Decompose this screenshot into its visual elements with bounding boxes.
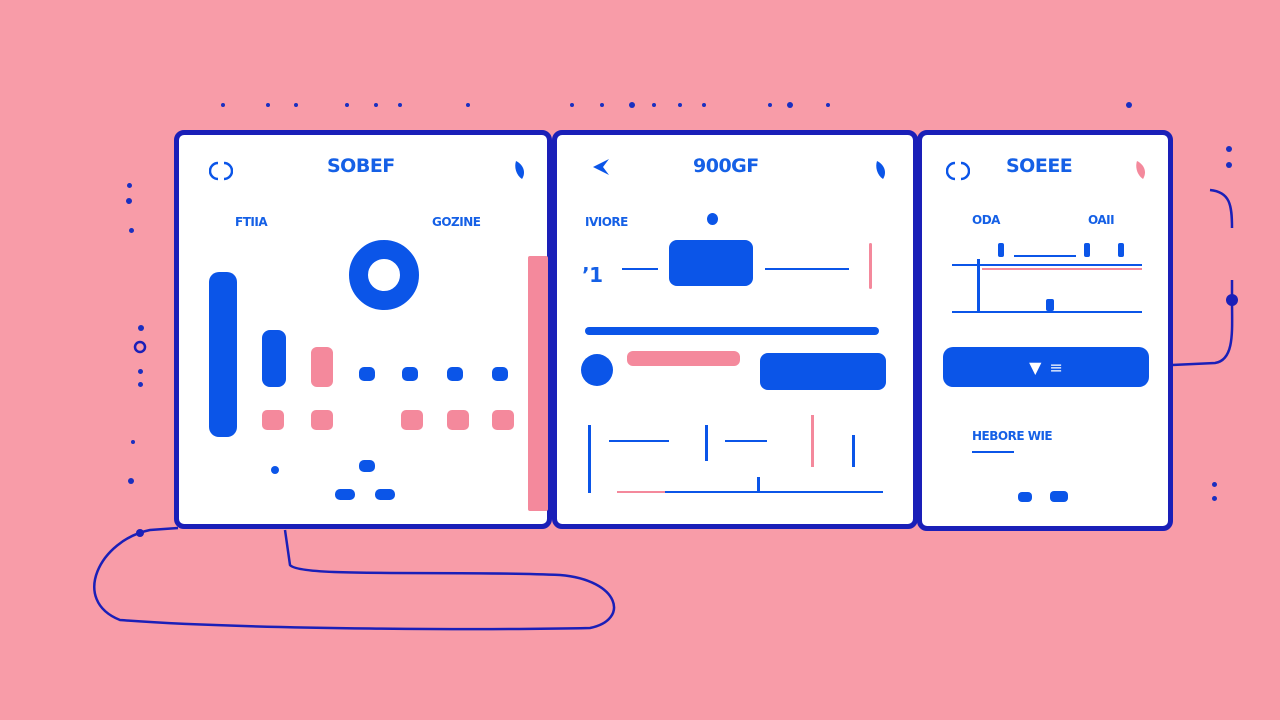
refresh-icon[interactable] [209, 159, 233, 183]
line [609, 440, 669, 442]
fader[interactable] [998, 243, 1004, 257]
line [725, 440, 767, 442]
button-dot[interactable] [492, 367, 508, 381]
button-dot[interactable] [359, 367, 375, 381]
pad[interactable] [311, 410, 333, 430]
panel-title: 900GF [693, 155, 759, 177]
pad[interactable] [262, 410, 284, 430]
button-dot[interactable] [1018, 492, 1032, 502]
timeline-pink [617, 491, 665, 493]
dot [271, 466, 279, 474]
underline [972, 451, 1014, 453]
drop-icon[interactable] [1133, 159, 1149, 181]
label-gozine: GOZINE [432, 215, 481, 229]
fader[interactable] [1046, 299, 1054, 311]
refresh-icon[interactable] [946, 159, 970, 183]
level-marker [869, 243, 872, 289]
label-hebore-wie: HEBORE WIE [972, 429, 1053, 443]
button-dot[interactable] [447, 367, 463, 381]
track-line [852, 435, 855, 467]
pink-field[interactable] [627, 351, 740, 366]
level-bar[interactable] [311, 347, 333, 387]
label-oda: ODA [972, 213, 1000, 227]
action-button[interactable] [760, 353, 886, 390]
button-dot[interactable] [359, 460, 375, 472]
line-pink [982, 268, 1142, 270]
tick [757, 477, 760, 491]
fader[interactable] [1084, 243, 1090, 257]
chevron-down-icon: ▼ [1029, 357, 1042, 377]
track-line [705, 425, 708, 461]
button-dot[interactable] [335, 489, 355, 500]
label-ftiia: FTIIA [235, 215, 268, 229]
button-dot[interactable] [375, 489, 395, 500]
primary-button[interactable] [669, 240, 753, 286]
indicator-dot [707, 213, 718, 225]
glyph-mark: ’1 [582, 263, 603, 287]
track-line [588, 425, 591, 493]
pad[interactable] [401, 410, 423, 430]
panel-2: 900GF IVIORE ’1 [552, 130, 918, 529]
side-slider[interactable] [528, 256, 548, 511]
level-bar[interactable] [262, 330, 286, 387]
drop-icon[interactable] [873, 159, 889, 181]
fader[interactable] [1118, 243, 1124, 257]
menu-icon: ≡ [1049, 357, 1063, 377]
timeline [665, 491, 883, 493]
level-marker [811, 415, 814, 467]
knob[interactable] [349, 240, 419, 310]
back-arrow-icon[interactable] [591, 157, 613, 179]
pad[interactable] [447, 410, 469, 430]
panel-title: SOBEF [327, 155, 395, 177]
drop-icon[interactable] [512, 159, 528, 181]
label-oaii: OAII [1088, 213, 1115, 227]
line [952, 264, 1142, 266]
panel-title: SOEEE [1006, 155, 1073, 177]
level-marker [977, 259, 980, 311]
pad[interactable] [492, 410, 514, 430]
button-dot[interactable] [1050, 491, 1068, 502]
panel-3: SOEEE ODA OAII ▼ ≡ HEBORE WIE [917, 130, 1173, 531]
button-dot[interactable] [402, 367, 418, 381]
level-bar[interactable] [209, 272, 237, 437]
line [765, 268, 849, 270]
toggle-knob[interactable] [581, 354, 613, 386]
line [1014, 255, 1076, 257]
line [622, 268, 658, 270]
dropdown-button[interactable]: ▼ ≡ [943, 347, 1149, 387]
progress-track[interactable] [585, 327, 879, 335]
panel-1: SOBEF FTIIA GOZINE [174, 130, 552, 529]
label-iviore: IVIORE [585, 215, 628, 229]
line [952, 311, 1142, 313]
